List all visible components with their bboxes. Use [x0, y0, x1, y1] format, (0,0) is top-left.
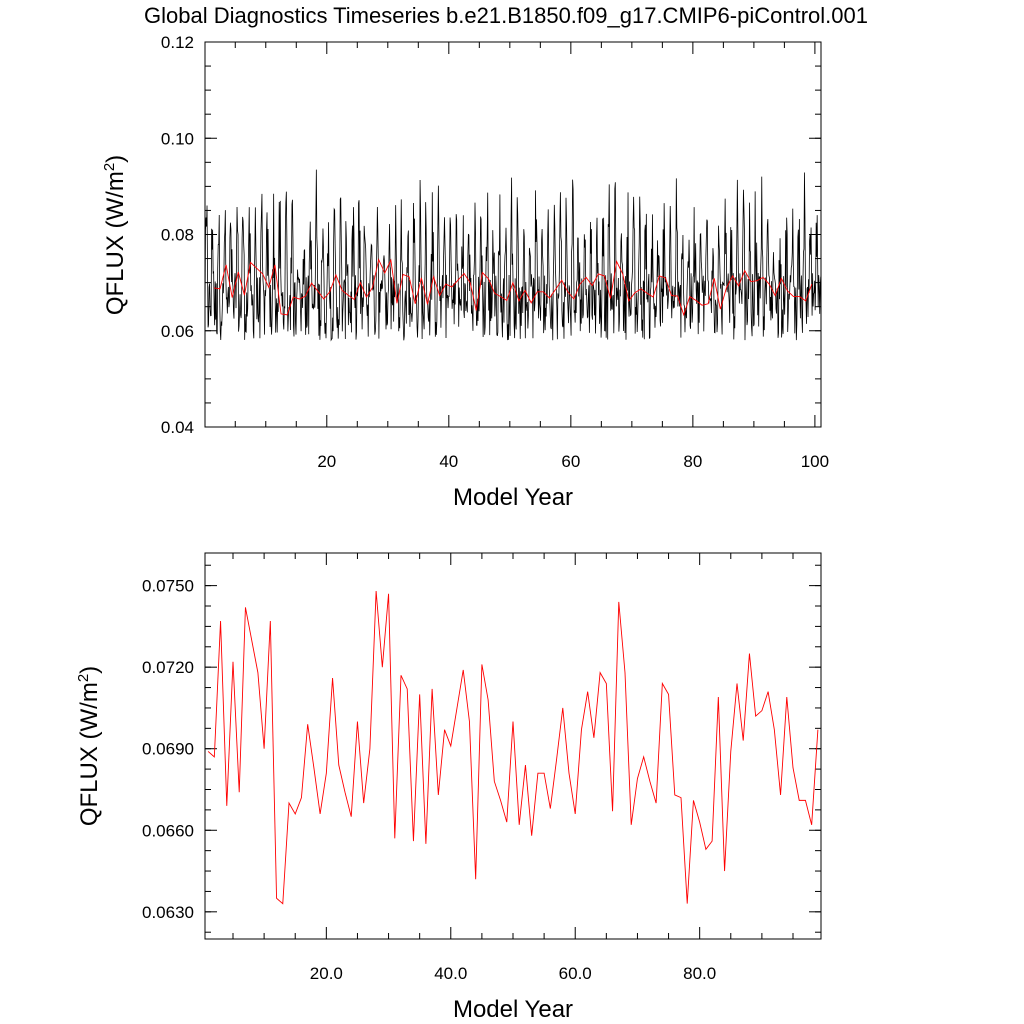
- bottom-y-tick-label: 0.0630: [142, 903, 194, 922]
- top-y-axis-label: QFLUX (W/m2): [101, 155, 129, 315]
- bottom-y-tick-label: 0.0750: [142, 577, 194, 596]
- bottom-x-tick-label: 20.0: [310, 964, 343, 983]
- top-x-tick-label: 80: [683, 452, 702, 471]
- top-x-axis-label: Model Year: [453, 484, 573, 511]
- bottom-panel: 0.0630 0.0660 0.0690 0.0720 0.0750 20.0 40.0 60…: [75, 552, 822, 1023]
- top-x-tick-label: 20: [317, 452, 336, 471]
- top-y-axis-label-sup: 2: [101, 163, 118, 171]
- bottom-x-tick-label: 80.0: [683, 964, 716, 983]
- top-series-annual: [213, 258, 813, 317]
- top-tick-group: 0.04 0.06 0.08 0.10 0.12 20 40 60 80 100: [161, 33, 829, 471]
- bottom-y-tick-label: 0.0690: [142, 740, 194, 759]
- bottom-y-axis-label-main: QFLUX (W/m: [76, 682, 103, 826]
- bottom-y-axis-label-sup: 2: [75, 674, 92, 682]
- bottom-series-group: [207, 591, 819, 905]
- top-y-tick-label: 0.04: [161, 418, 194, 437]
- bottom-tick-group: 0.0630 0.0660 0.0690 0.0720 0.0750 20.0 40.0 60…: [142, 553, 821, 983]
- top-y-tick-label: 0.10: [161, 129, 194, 148]
- figure-title: Global Diagnostics Timeseries b.e21.B185…: [144, 3, 868, 28]
- top-plot-frame: [204, 41, 822, 428]
- bottom-y-tick-label: 0.0660: [142, 821, 194, 840]
- top-y-tick-label: 0.06: [161, 322, 194, 341]
- bottom-series-annual-means: [207, 591, 819, 905]
- top-y-tick-label: 0.12: [161, 33, 194, 52]
- top-panel: 0.04 0.06 0.08 0.10 0.12 20 40 60 80 100 Model Ye…: [101, 33, 829, 511]
- top-x-tick-label: 100: [801, 452, 829, 471]
- bottom-x-axis-label: Model Year: [453, 996, 573, 1023]
- top-x-tick-label: 40: [439, 452, 458, 471]
- top-x-tick-label: 60: [561, 452, 580, 471]
- bottom-x-tick-label: 40.0: [434, 964, 467, 983]
- top-y-axis-label-close: ): [102, 155, 129, 163]
- bottom-y-axis-label: QFLUX (W/m2): [75, 666, 103, 826]
- bottom-y-tick-label: 0.0720: [142, 658, 194, 677]
- bottom-x-tick-label: 60.0: [559, 964, 592, 983]
- top-series-group: [204, 169, 822, 342]
- top-series-monthly: [204, 169, 822, 342]
- top-y-axis-label-main: QFLUX (W/m: [102, 171, 129, 315]
- bottom-y-axis-label-close: ): [76, 666, 103, 674]
- top-y-tick-label: 0.08: [161, 226, 194, 245]
- bottom-plot-frame: [204, 552, 822, 940]
